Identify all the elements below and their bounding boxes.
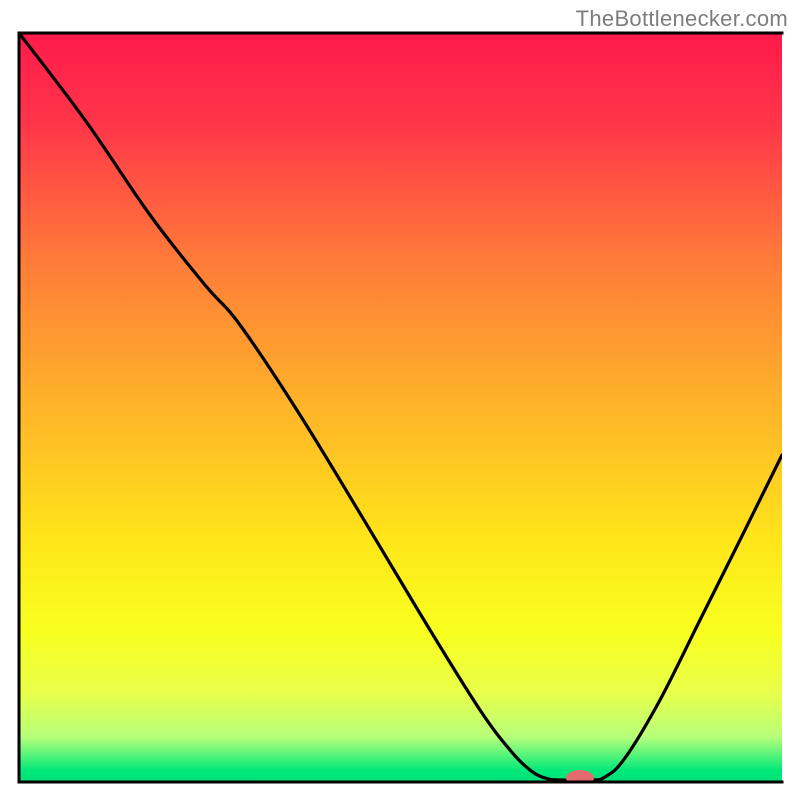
marker-point xyxy=(566,770,594,786)
watermark-text: TheBottlenecker.com xyxy=(576,6,788,32)
chart-container: TheBottlenecker.com xyxy=(0,0,800,800)
gradient-background xyxy=(19,33,782,782)
gradient-chart xyxy=(0,0,800,800)
